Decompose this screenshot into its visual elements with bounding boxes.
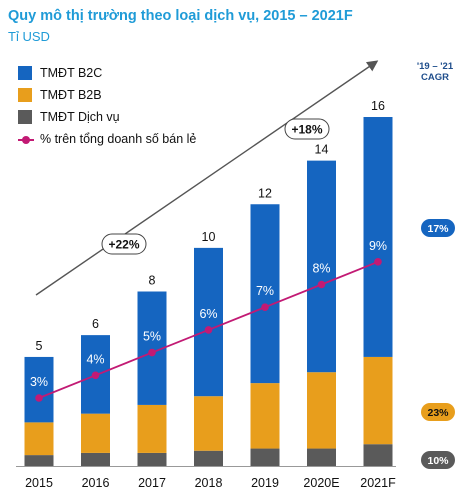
legend-label-b2c: TMĐT B2C	[40, 66, 103, 80]
growth-label-1: +22%	[108, 238, 139, 252]
cagr-pill-2	[421, 403, 455, 421]
bar-segment-b2c-2019	[250, 204, 280, 384]
bar-segment-b2b-2016	[81, 413, 110, 453]
retail-share-label-2019: 7%	[256, 284, 274, 298]
cagr-period: '19 – '21	[416, 61, 454, 72]
bar-segment-b2b-2015	[24, 422, 54, 456]
legend-swatch-b2b	[18, 88, 32, 102]
bar-total-label-2015: 5	[36, 339, 43, 353]
bar-total-label-2017: 8	[149, 274, 156, 288]
growth-label-2: +18%	[291, 123, 322, 137]
bar-segment-service-2020e	[307, 448, 336, 466]
bar-segment-service-2016	[81, 452, 110, 466]
growth-bubble-1	[101, 233, 147, 255]
legend-swatch-b2c	[18, 66, 32, 80]
bar-segment-service-2015	[24, 455, 54, 466]
retail-share-point-2021f	[374, 258, 382, 266]
x-tick-label-2020e: 2020E	[303, 476, 339, 490]
bar-segment-b2b-2017	[137, 404, 167, 453]
retail-share-label-2018: 6%	[199, 307, 217, 321]
bar-segment-b2c-2021f	[363, 117, 393, 357]
x-tick-label-2017: 2017	[138, 476, 166, 490]
chart-subtitle: Tỉ USD	[8, 29, 50, 44]
legend-label-b2b: TMĐT B2B	[40, 88, 102, 102]
bar-total-label-2021f: 16	[371, 99, 385, 113]
bar-segment-b2b-2020e	[307, 372, 336, 449]
retail-share-point-2020e	[317, 280, 326, 289]
bar-segment-b2c-2015	[24, 356, 54, 423]
retail-share-label-2021f: 9%	[369, 239, 387, 253]
legend-label-service: TMĐT Dịch vụ	[40, 110, 120, 124]
retail-share-point-2019	[261, 303, 269, 312]
retail-share-label-2015: 3%	[30, 375, 48, 389]
bar-total-label-2016: 6	[92, 317, 99, 331]
bar-total-label-2019: 12	[258, 186, 272, 200]
retail-share-point-2017	[148, 348, 156, 357]
retail-share-point-2015	[35, 394, 43, 402]
cagr-value-2: 23%	[427, 407, 449, 419]
cagr-label: CAGR	[421, 72, 449, 83]
bar-segment-b2b-2021f	[363, 356, 393, 445]
bar-segment-b2c-2018	[194, 247, 223, 397]
bar-segment-b2c-2020e	[307, 160, 336, 373]
retail-share-point-2018	[204, 326, 213, 334]
cagr-value-3: 10%	[427, 455, 449, 467]
growth-trend-arrow	[35, 60, 379, 296]
bar-segment-service-2018	[194, 450, 223, 466]
x-tick-label-2021f: 2021F	[360, 476, 396, 490]
retail-share-label-2016: 4%	[86, 352, 104, 366]
legend-label-retail-share: % trên tổng doanh số bán lẻ	[40, 132, 197, 146]
cagr-pill-3	[421, 451, 455, 469]
bar-segment-service-2019	[250, 448, 280, 466]
bar-segment-b2b-2018	[194, 396, 223, 451]
x-tick-label-2019: 2019	[251, 476, 279, 490]
cagr-pill-1	[421, 219, 455, 237]
bar-segment-service-2017	[137, 452, 167, 466]
cagr-value-1: 17%	[427, 223, 449, 235]
retail-share-label-2017: 5%	[143, 330, 161, 344]
bar-segment-service-2021f	[363, 444, 393, 466]
cagr-header: '19 – '21 CAGR	[412, 61, 458, 83]
retail-share-label-2020e: 8%	[312, 262, 330, 276]
x-tick-label-2016: 2016	[82, 476, 110, 490]
bar-total-label-2018: 10	[202, 230, 216, 244]
retail-share-point-2016	[91, 371, 100, 380]
growth-bubble-2	[284, 118, 330, 140]
legend-marker-retail-share	[22, 136, 30, 144]
legend-swatch-service	[18, 110, 32, 124]
x-tick-label-2015: 2015	[25, 476, 53, 490]
bar-segment-b2b-2019	[250, 383, 280, 449]
bar-total-label-2020e: 14	[315, 143, 329, 157]
chart-title: Quy mô thị trường theo loại dịch vụ, 201…	[8, 8, 353, 24]
x-tick-label-2018: 2018	[195, 476, 223, 490]
